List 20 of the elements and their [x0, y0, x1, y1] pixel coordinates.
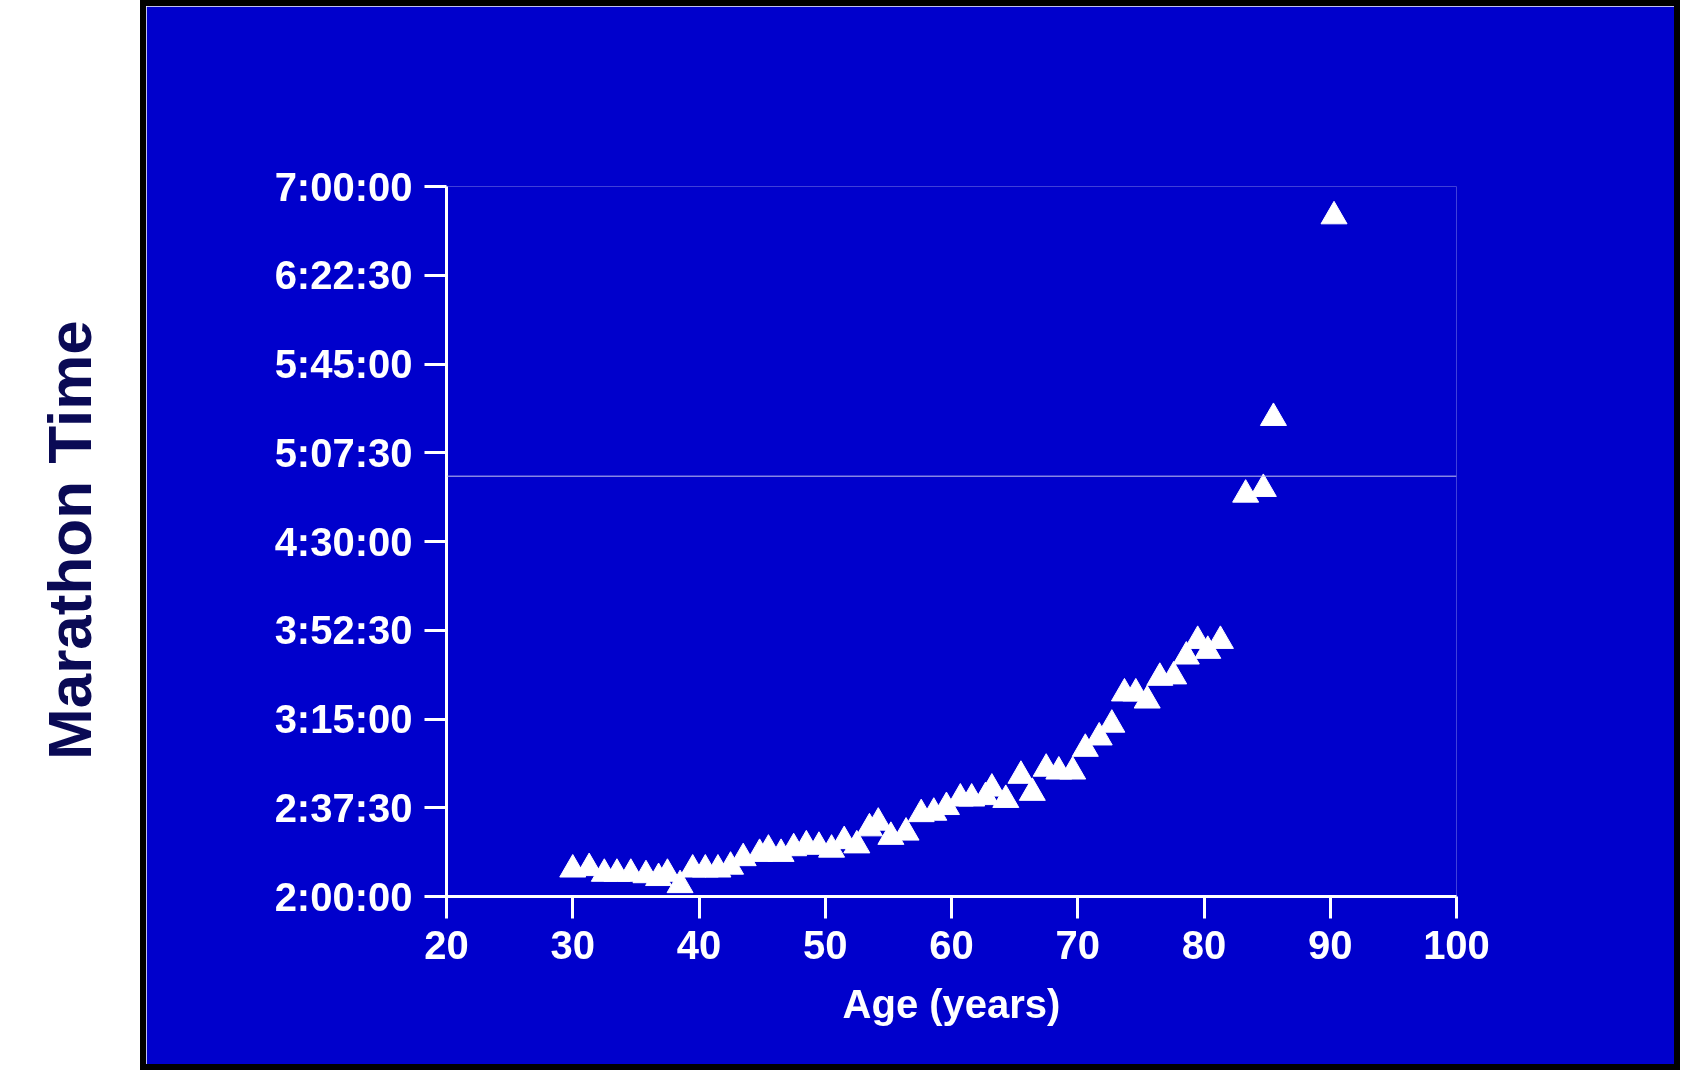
- x-tick-label: 90: [1308, 922, 1353, 967]
- x-tick-label: 30: [550, 922, 595, 967]
- y-tick-label: 5:07:30: [274, 430, 413, 475]
- y-tick-label: 4:30:00: [274, 519, 413, 564]
- x-tick-label: 40: [676, 922, 722, 967]
- x-tick-label: 70: [1055, 922, 1100, 967]
- y-tick-label: 2:37:30: [274, 785, 413, 830]
- x-tick-label: 80: [1181, 922, 1227, 967]
- x-tick-label: 50: [803, 922, 848, 967]
- y-tick-label: 7:00:00: [274, 164, 413, 209]
- x-axis-title: Age (years): [842, 981, 1061, 1026]
- y-tick-label: 5:45:00: [274, 342, 413, 386]
- y-axis-title: Marathon Time: [33, 320, 105, 760]
- y-tick-label: 6:22:30: [274, 253, 413, 298]
- x-tick-label: 20: [424, 922, 469, 967]
- y-tick-label: 3:52:30: [274, 608, 413, 653]
- x-tick-label: 60: [929, 922, 974, 967]
- x-tick-label: 100: [1423, 922, 1490, 967]
- y-tick-label: 3:15:00: [274, 697, 413, 741]
- y-tick-label: 2:00:00: [274, 874, 413, 919]
